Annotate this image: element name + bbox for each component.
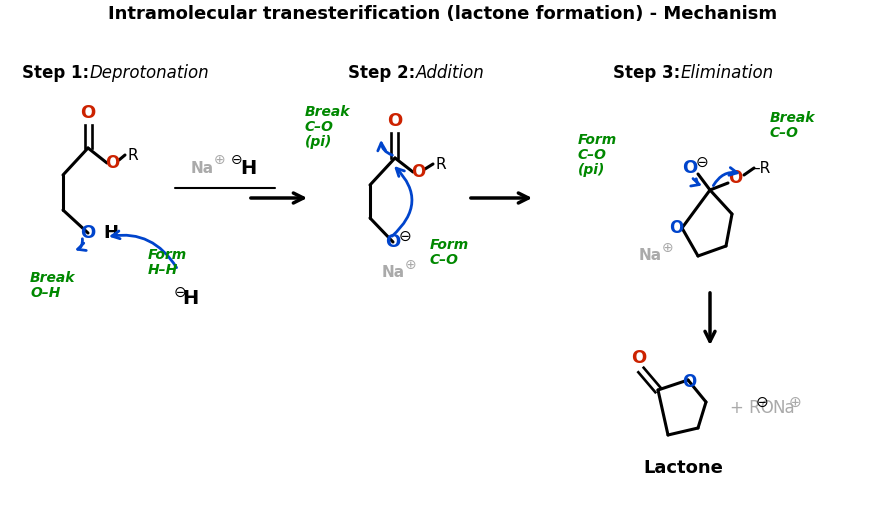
Text: ⊕: ⊕ [214, 153, 226, 167]
Text: Na: Na [639, 248, 662, 263]
Text: H: H [104, 224, 119, 242]
Text: C–O: C–O [305, 120, 334, 134]
Text: H: H [240, 159, 256, 178]
Text: ⊕: ⊕ [662, 241, 674, 255]
Text: O: O [682, 159, 697, 177]
Text: Break: Break [770, 111, 815, 125]
Text: ⊕: ⊕ [789, 395, 801, 410]
Text: R: R [128, 148, 138, 163]
Text: Lactone: Lactone [643, 459, 723, 477]
Text: O: O [632, 349, 647, 367]
Text: Elimination: Elimination [681, 64, 774, 82]
Text: ⊖: ⊖ [756, 395, 768, 410]
Text: O: O [387, 112, 402, 130]
Text: –R: –R [752, 161, 770, 176]
Text: ⊕: ⊕ [405, 258, 416, 272]
Text: R: R [436, 156, 447, 171]
Text: O: O [669, 219, 683, 237]
Text: O: O [105, 154, 119, 172]
Text: Step 3:: Step 3: [613, 64, 680, 82]
Text: Addition: Addition [416, 64, 485, 82]
Text: Na: Na [190, 161, 214, 176]
Text: ⊖: ⊖ [174, 284, 186, 299]
Text: O: O [385, 233, 400, 251]
Text: ⊖: ⊖ [231, 153, 243, 167]
Text: Form: Form [430, 238, 470, 252]
Text: O: O [411, 163, 425, 181]
Text: Step 1:: Step 1: [22, 64, 89, 82]
Text: O: O [81, 104, 96, 122]
Text: H: H [182, 289, 198, 308]
Text: Deprotonation: Deprotonation [90, 64, 210, 82]
Text: O–H: O–H [30, 286, 60, 300]
Text: ⊖: ⊖ [696, 154, 709, 169]
Text: Na: Na [382, 265, 405, 280]
Text: Form: Form [578, 133, 618, 147]
Text: ⊖: ⊖ [399, 228, 411, 243]
Text: H–H: H–H [148, 263, 178, 277]
Text: (pi): (pi) [578, 163, 605, 177]
Text: Na: Na [772, 399, 795, 417]
Text: C–O: C–O [770, 126, 799, 140]
Text: Break: Break [305, 105, 351, 119]
Text: Break: Break [30, 271, 75, 285]
Text: Form: Form [148, 248, 187, 262]
Text: C–O: C–O [578, 148, 607, 162]
Text: O: O [81, 224, 96, 242]
Text: Step 2:: Step 2: [348, 64, 416, 82]
Text: + RO: + RO [730, 399, 773, 417]
Text: (pi): (pi) [305, 135, 332, 149]
Text: O: O [728, 169, 742, 187]
Text: O: O [682, 373, 696, 391]
Text: Intramolecular tranesterification (lactone formation) - Mechanism: Intramolecular tranesterification (lacto… [108, 5, 778, 23]
Text: C–O: C–O [430, 253, 459, 267]
